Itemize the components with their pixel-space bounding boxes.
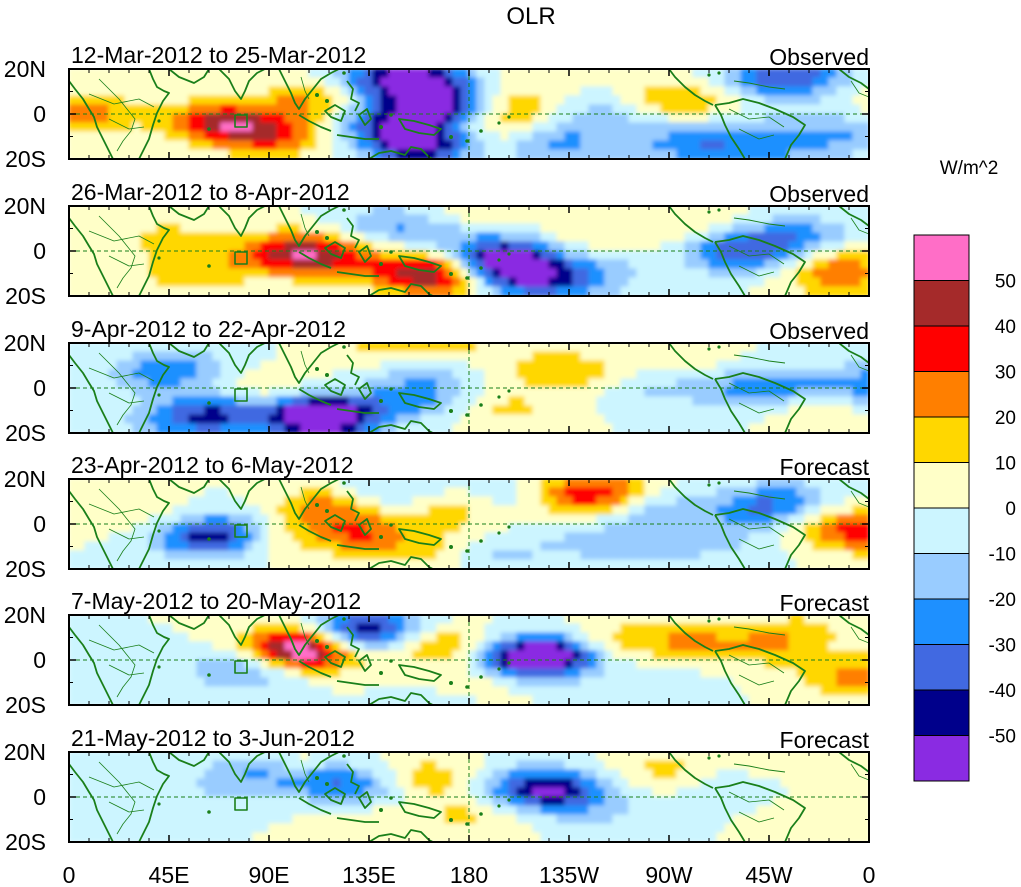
olr-anomaly-field [69,343,869,433]
latitude-label: 0 [33,647,46,673]
colorbar-swatch [913,280,970,327]
longitude-label: 90E [249,862,290,887]
colorbar: 50 40 30 20 10 0 -10 -20 -30 -40 -50 [913,234,1016,782]
panel-status: Forecast [780,590,870,616]
panel-date-range: 26-Mar-2012 to 8-Apr-2012 [71,179,350,205]
latitude-label: 20N [4,739,46,765]
colorbar-swatch [913,325,970,372]
longitude-label: 180 [450,862,488,887]
panel-6: 20N 0 20S 21-May-2012 to 3-Jun-2012 Forecast [4,725,870,855]
latitude-label: 20S [5,692,46,718]
olr-anomaly-field [69,752,869,842]
colorbar-swatch [913,416,970,463]
panel-date-range: 7-May-2012 to 20-May-2012 [71,588,361,614]
latitude-label: 20S [5,829,46,855]
colorbar-swatch [913,462,970,509]
panel-status: Observed [769,318,869,344]
longitude-label: 90W [645,862,693,887]
colorbar-tick-label: 30 [995,363,1016,384]
colorbar-swatch [913,553,970,600]
colorbar-swatch [913,598,970,645]
latitude-label: 20N [4,193,46,219]
panel-3: 20N 0 20S 9-Apr-2012 to 22-Apr-2012 Observed [4,316,870,446]
colorbar-tick-label: 20 [995,408,1016,429]
colorbar-swatch [913,689,970,736]
longitude-label: 0 [863,862,876,887]
colorbar-tick-label: -40 [989,681,1016,702]
latitude-label: 0 [33,511,46,537]
colorbar-tick-label: 40 [995,317,1016,338]
colorbar-tick-label: 50 [995,272,1016,293]
panel-date-range: 9-Apr-2012 to 22-Apr-2012 [71,316,346,342]
latitude-label: 20S [5,146,46,172]
panel-date-range: 12-Mar-2012 to 25-Mar-2012 [71,42,366,68]
longitude-axis: 0 45E 90E 135E 180 135W 90W 45W 0 [63,862,876,887]
colorbar-tick-label: 0 [1005,499,1016,520]
figure-title: OLR [506,3,555,30]
olr-anomaly-field [69,479,869,569]
panel-1: 20N 0 20S 12-Mar-2012 to 25-Mar-2012 Observe… [4,42,870,172]
latitude-label: 20N [4,330,46,356]
panel-stack: 20N 0 20S 12-Mar-2012 to 25-Mar-2012 Observe… [4,42,870,855]
longitude-label: 45E [149,862,190,887]
latitude-label: 0 [33,101,46,127]
panel-2: 20N 0 20S 26-Mar-2012 to 8-Apr-2012 Observed [4,179,870,309]
panel-4: 20N 0 20S 23-Apr-2012 to 6-May-2012 Forecast [4,452,870,582]
latitude-label: 20N [4,56,46,82]
colorbar-tick-label: -20 [989,590,1016,611]
longitude-label: 135E [342,862,396,887]
panel-status: Forecast [780,727,870,753]
panel-status: Forecast [780,454,870,480]
latitude-label: 20N [4,466,46,492]
panel-5: 20N 0 20S 7-May-2012 to 20-May-2012 Forecast [4,588,870,718]
latitude-label: 0 [33,784,46,810]
colorbar-tick-label: -50 [989,727,1016,748]
panel-status: Observed [769,181,869,207]
colorbar-swatch [913,234,970,281]
longitude-label: 135W [539,862,599,887]
latitude-label: 20S [5,556,46,582]
colorbar-swatch [913,507,970,554]
colorbar-swatch [913,644,970,691]
colorbar-tick-label: -10 [989,545,1016,566]
colorbar-units-label: W/m^2 [940,158,999,179]
panel-status: Observed [769,44,869,70]
latitude-label: 20S [5,420,46,446]
colorbar-swatch [913,371,970,418]
longitude-label: 45W [745,862,793,887]
longitude-label: 0 [63,862,76,887]
olr-anomaly-field [69,206,869,296]
panel-date-range: 23-Apr-2012 to 6-May-2012 [71,452,354,478]
olr-anomaly-field [69,615,869,705]
colorbar-swatch [913,735,970,782]
latitude-label: 20S [5,283,46,309]
panel-date-range: 21-May-2012 to 3-Jun-2012 [71,725,355,751]
latitude-label: 0 [33,375,46,401]
colorbar-tick-label: 10 [995,454,1016,475]
latitude-label: 0 [33,238,46,264]
colorbar-tick-label: -30 [989,636,1016,657]
latitude-label: 20N [4,602,46,628]
